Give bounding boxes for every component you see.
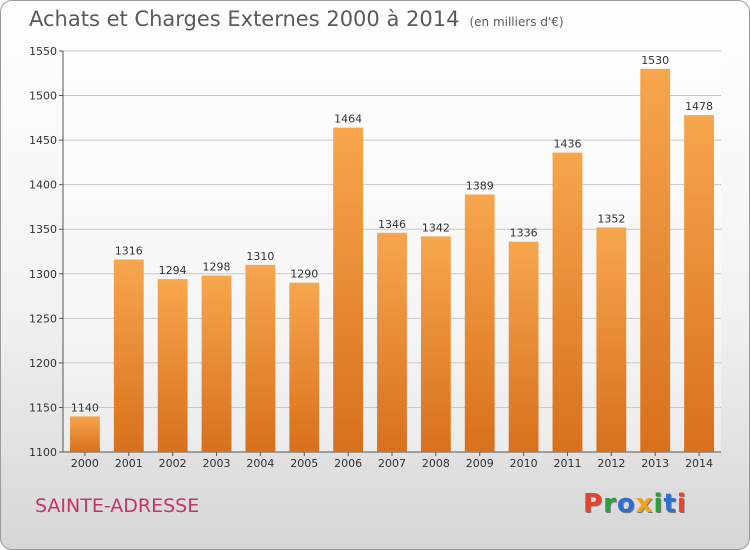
y-tick-label: 1550 (29, 45, 57, 58)
y-tick-label: 1200 (29, 357, 57, 370)
x-tick-label-2002: 2002 (159, 457, 187, 470)
logo-letter: t (663, 489, 677, 519)
x-tick-label-2006: 2006 (334, 457, 362, 470)
x-tick-label-2010: 2010 (510, 457, 538, 470)
x-tick-label-2012: 2012 (597, 457, 625, 470)
bar-2010 (508, 241, 539, 452)
data-label-2001: 1316 (115, 245, 143, 258)
logo-letter: i (653, 489, 664, 519)
bar-2007 (377, 232, 407, 452)
data-label-2004: 1310 (246, 250, 274, 263)
data-label-2008: 1342 (422, 221, 450, 234)
x-tick-label-2005: 2005 (290, 457, 318, 470)
logo-letter: i (676, 489, 687, 519)
y-tick-label: 1100 (29, 446, 57, 459)
data-label-2009: 1389 (466, 179, 494, 192)
proxiti-logo[interactable]: Proxiti (583, 489, 687, 519)
x-tick-label-2014: 2014 (685, 457, 713, 470)
data-label-2014: 1478 (685, 100, 713, 113)
bar-2005 (289, 282, 320, 452)
chart-title-text: Achats et Charges Externes 2000 à 2014 (29, 7, 460, 31)
logo-letter: x (635, 489, 654, 519)
x-tick-label-2003: 2003 (203, 457, 231, 470)
x-tick-label-2004: 2004 (246, 457, 274, 470)
bar-2012 (596, 227, 627, 452)
x-tick-label-2000: 2000 (71, 457, 99, 470)
data-label-2006: 1464 (334, 113, 362, 126)
bar-2013 (640, 68, 671, 453)
y-tick-label: 1450 (29, 134, 57, 147)
y-tick-label: 1350 (29, 223, 57, 236)
bar-2003 (201, 275, 232, 452)
y-tick-label: 1300 (29, 268, 57, 281)
x-tick-label-2013: 2013 (641, 457, 669, 470)
chart-title: Achats et Charges Externes 2000 à 2014 (e… (29, 7, 564, 31)
bar-2000 (70, 416, 100, 452)
logo-letter: o (616, 489, 636, 519)
commune-name: SAINTE-ADRESSE (35, 495, 200, 517)
x-tick-label-2009: 2009 (466, 457, 494, 470)
y-tick-label: 1250 (29, 312, 57, 325)
x-tick-label-2008: 2008 (422, 457, 450, 470)
data-label-2013: 1530 (641, 54, 669, 67)
logo-letter: P (583, 489, 604, 519)
x-tick-label-2001: 2001 (115, 457, 143, 470)
bar-2014 (684, 115, 714, 452)
logo-letter: r (603, 489, 617, 519)
chart-subtitle: (en milliers d'€) (469, 15, 564, 29)
x-tick-label-2011: 2011 (553, 457, 581, 470)
bar-2008 (420, 236, 451, 452)
y-tick-label: 1150 (29, 401, 57, 414)
bar-2002 (157, 279, 188, 452)
x-tick-label-2007: 2007 (378, 457, 406, 470)
data-label-2003: 1298 (203, 261, 231, 274)
y-tick-label: 1400 (29, 179, 57, 192)
data-label-2010: 1336 (510, 227, 538, 240)
bar-2004 (245, 264, 276, 452)
data-label-2012: 1352 (597, 212, 625, 225)
bar-2001 (113, 259, 144, 452)
data-label-2000: 1140 (71, 401, 99, 414)
bar-2006 (333, 127, 364, 452)
data-label-2007: 1346 (378, 218, 406, 231)
y-tick-label: 1500 (29, 90, 57, 103)
data-label-2005: 1290 (290, 268, 318, 281)
bar-2011 (552, 152, 583, 452)
data-label-2002: 1294 (159, 264, 187, 277)
bar-2009 (464, 194, 495, 453)
data-label-2011: 1436 (553, 138, 581, 151)
